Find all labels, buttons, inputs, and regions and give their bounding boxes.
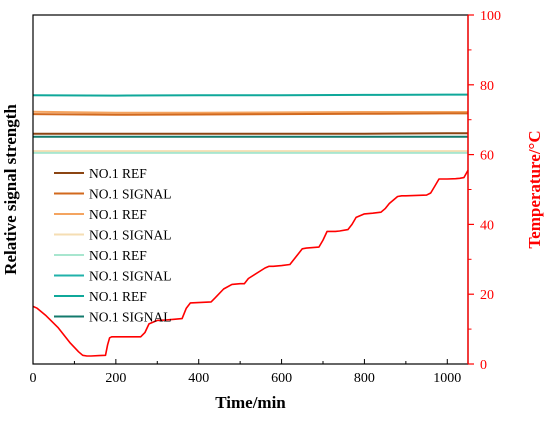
legend-label: NO.1 SIGNAL [89,228,172,243]
x-axis-label: Time/min [215,393,286,412]
signal-series-line-1 [33,95,468,96]
x-tick-label: 400 [188,371,209,386]
signal-series-line-2 [33,112,468,113]
y2-tick-label: 20 [480,288,494,303]
y2-tick-label: 100 [480,9,501,24]
y2-tick-label: 40 [480,218,494,233]
y2-tick-label: 80 [480,79,494,94]
legend-label: NO.1 REF [89,207,147,222]
y2-tick-label: 60 [480,149,494,164]
legend-label: NO.1 SIGNAL [89,187,172,202]
signal-series-line-3 [33,113,468,114]
y2-tick-label: 0 [480,358,487,373]
legend-label: NO.1 REF [89,289,147,304]
legend: NO.1 REF NO.1 SIGNAL NO.1 REF NO.1 SIGNAL NO… [54,166,172,325]
x-tick-label: 600 [271,371,292,386]
y-axis-label: Relative signal strength [1,104,20,275]
legend-label: NO.1 REF [89,248,147,263]
temperature-axis-label: Temperature/°C [525,130,544,248]
legend-label: NO.1 SIGNAL [89,269,172,284]
x-tick-label: 800 [354,371,375,386]
x-tick-label: 0 [30,371,37,386]
x-tick-label: 200 [105,371,126,386]
x-tick-label: 1000 [433,371,461,386]
legend-label: NO.1 REF [89,166,147,181]
legend-label: NO.1 SIGNAL [89,310,172,325]
